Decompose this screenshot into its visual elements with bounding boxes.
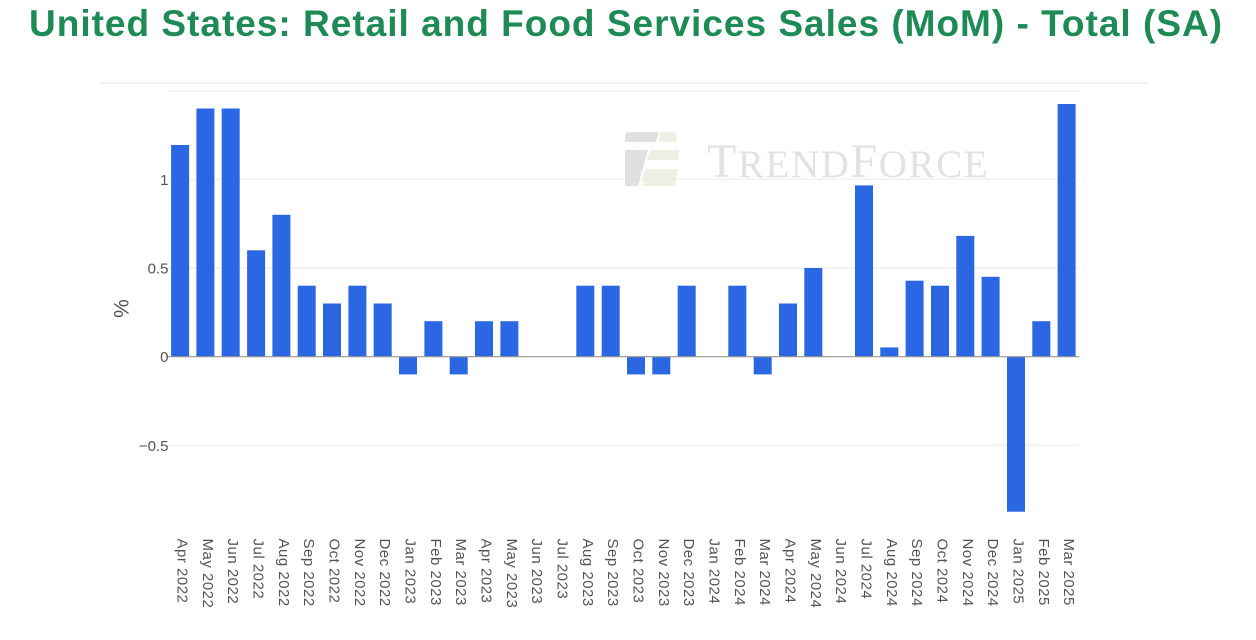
svg-text:Dec 2024: Dec 2024 [984,539,1001,607]
svg-text:Sep 2023: Sep 2023 [604,539,621,607]
svg-text:Jan 2025: Jan 2025 [1010,539,1027,605]
svg-text:1: 1 [160,172,168,189]
svg-text:Nov 2023: Nov 2023 [655,539,672,607]
svg-text:Nov 2024: Nov 2024 [959,539,976,607]
svg-text:Apr 2023: Apr 2023 [478,539,495,604]
svg-text:May 2023: May 2023 [503,539,520,609]
svg-text:0.5: 0.5 [148,261,169,278]
svg-text:Feb 2025: Feb 2025 [1035,539,1052,606]
svg-text:Mar 2023: Mar 2023 [452,539,469,606]
svg-text:Dec 2022: Dec 2022 [376,539,393,607]
svg-text:Apr 2024: Apr 2024 [782,539,799,604]
svg-text:Mar 2025: Mar 2025 [1060,539,1077,606]
svg-text:Apr 2022: Apr 2022 [174,539,191,604]
svg-text:Aug 2023: Aug 2023 [579,539,596,607]
svg-text:Oct 2024: Oct 2024 [934,539,951,604]
svg-text:Jun 2023: Jun 2023 [528,539,545,605]
svg-text:Jul 2022: Jul 2022 [250,539,267,600]
svg-text:Feb 2024: Feb 2024 [731,539,748,606]
svg-text:Nov 2022: Nov 2022 [351,539,368,607]
svg-text:Feb 2023: Feb 2023 [427,539,444,606]
svg-text:0: 0 [160,349,168,366]
svg-text:Aug 2024: Aug 2024 [883,539,900,607]
svg-text:Jan 2023: Jan 2023 [402,539,419,605]
svg-text:May 2024: May 2024 [807,539,824,609]
svg-text:Aug 2022: Aug 2022 [275,539,292,607]
svg-text:Oct 2022: Oct 2022 [326,539,343,604]
svg-text:%: % [111,299,134,318]
svg-text:Jul 2024: Jul 2024 [858,539,875,600]
svg-text:Mar 2024: Mar 2024 [756,539,773,606]
svg-text:Jun 2024: Jun 2024 [832,539,849,605]
svg-text:Oct 2023: Oct 2023 [630,539,647,604]
svg-text:Jun 2022: Jun 2022 [224,539,241,605]
svg-text:TRENDFORCE: TRENDFORCE [707,135,989,188]
svg-text:Jan 2024: Jan 2024 [706,539,723,605]
svg-text:Jul 2023: Jul 2023 [554,539,571,600]
svg-text:−0.5: −0.5 [139,438,169,455]
svg-text:Dec 2023: Dec 2023 [680,539,697,607]
svg-text:Sep 2022: Sep 2022 [300,539,317,607]
svg-text:Sep 2024: Sep 2024 [908,539,925,607]
svg-text:May 2022: May 2022 [199,539,216,609]
